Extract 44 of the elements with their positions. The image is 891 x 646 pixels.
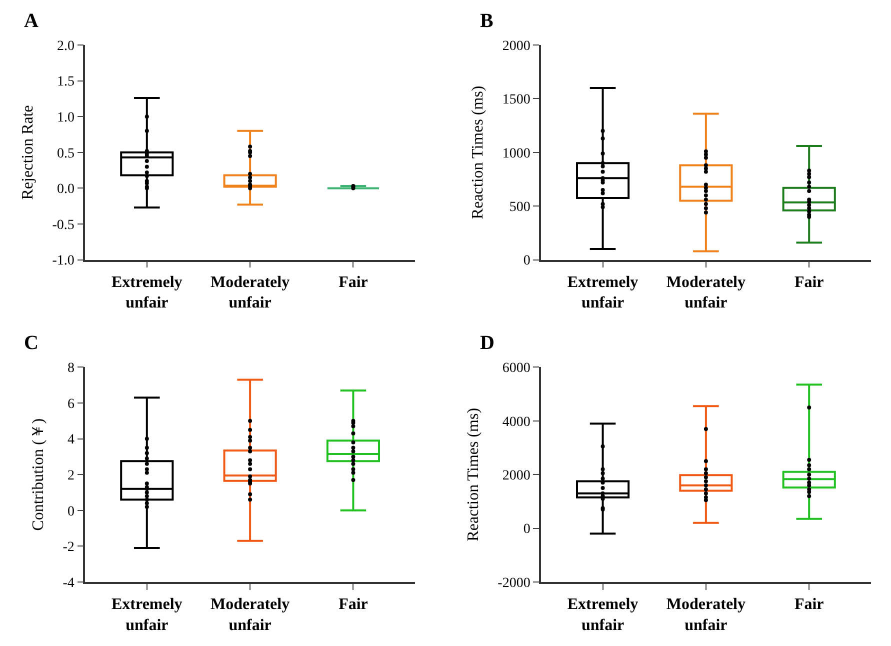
y-tick-label: 2.0	[56, 38, 74, 54]
x-tick-label: Moderately unfair	[210, 596, 290, 634]
y-tick-label: 4000	[502, 414, 530, 430]
y-tick-label: 500	[509, 200, 530, 215]
y-axis-title: Reaction Times (ms)	[470, 86, 487, 220]
y-tick-label: 0	[67, 504, 74, 520]
x-tick-label: Extremely unfair	[567, 596, 638, 634]
x-tick-label: Moderately unfair	[210, 274, 290, 312]
y-tick-label: 2000	[502, 468, 530, 484]
chart-title: A	[24, 10, 39, 32]
x-tick-label: Extremely unfair	[112, 596, 182, 634]
y-tick-label: 1000	[502, 146, 530, 162]
y-tick-label: 0.0	[56, 182, 74, 198]
y-tick-label: 2000	[502, 38, 530, 54]
y-tick-label: 1.0	[56, 110, 74, 126]
y-tick-label: 4	[67, 432, 74, 448]
y-axis-title: Contribution (￥)	[30, 418, 48, 531]
y-tick-label: 2	[67, 468, 74, 484]
x-tick-label: Fair	[794, 274, 824, 291]
chart-title: B	[480, 10, 494, 32]
y-tick-label: 1.5	[56, 74, 74, 90]
y-tick-label: 6	[67, 396, 74, 412]
x-tick-label: Moderately unfair	[666, 596, 746, 634]
y-tick-label: -0.5	[52, 218, 74, 233]
x-tick-label: Extremely unfair	[567, 274, 638, 312]
y-axis-title: Rejection Rate	[20, 105, 37, 200]
y-tick-label: 0	[523, 522, 530, 538]
y-tick-label: -2	[62, 540, 74, 556]
y-tick-label: -1.0	[52, 254, 74, 269]
x-tick-label: Fair	[338, 596, 368, 613]
y-tick-label: 0	[523, 254, 530, 269]
chart-title: D	[480, 332, 494, 354]
x-tick-label: Fair	[338, 274, 368, 291]
y-tick-label: 0.5	[56, 146, 74, 162]
chart-title: C	[24, 332, 38, 354]
y-tick-label: -2000	[498, 576, 530, 591]
x-tick-label: Fair	[794, 596, 824, 613]
y-axis-title: Reaction Times (ms)	[465, 408, 482, 542]
y-tick-label: -4	[62, 576, 74, 591]
y-tick-label: 8	[67, 361, 74, 376]
x-tick-label: Moderately unfair	[666, 274, 746, 312]
y-tick-label: 6000	[502, 361, 530, 376]
x-tick-label: Extremely unfair	[112, 274, 182, 312]
y-tick-label: 1500	[502, 92, 530, 108]
